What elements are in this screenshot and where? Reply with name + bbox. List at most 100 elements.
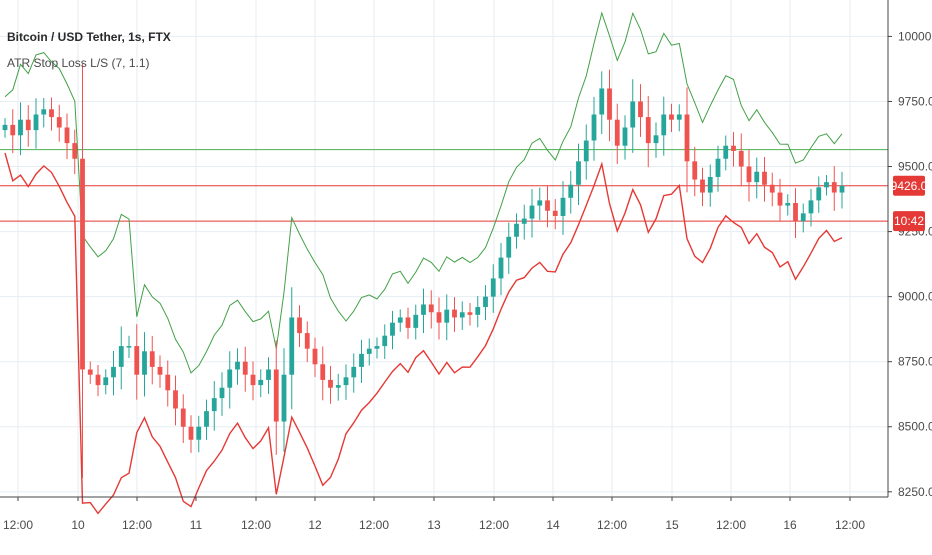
- candle-body-82: [638, 101, 643, 118]
- candle-body-56: [436, 312, 442, 323]
- candle-body-43: [335, 385, 341, 388]
- x-tick-label-4: 12:00: [241, 518, 271, 532]
- candle-body-14: [111, 366, 116, 378]
- candle-body-51: [397, 317, 403, 323]
- candle-body-80: [622, 127, 628, 146]
- candle-body-95: [738, 150, 744, 167]
- time-badge: [893, 211, 925, 232]
- candle-body-29: [227, 369, 233, 388]
- horizontal-lines[interactable]: [0, 149, 888, 222]
- candle-body-2: [18, 119, 23, 136]
- candle-body-36: [281, 374, 287, 422]
- candle-body-25: [196, 426, 202, 440]
- x-tick-label-10: 12:00: [597, 518, 627, 532]
- candle-body-96: [746, 166, 752, 183]
- candle-body-21: [165, 374, 171, 391]
- candle-body-28: [219, 387, 225, 399]
- candle-body-86: [669, 114, 674, 120]
- candle-body-106: [824, 182, 829, 188]
- candle-body-87: [676, 114, 682, 120]
- candle-body-59: [459, 312, 465, 318]
- candle-body-0: [2, 124, 8, 131]
- candle-body-34: [266, 369, 271, 380]
- candle-body-15: [118, 346, 124, 367]
- candle-body-3: [25, 119, 31, 131]
- candle-body-6: [49, 109, 54, 118]
- x-tick-label-2: 12:00: [122, 518, 152, 532]
- candle-body-72: [560, 197, 566, 216]
- candle-body-97: [754, 171, 760, 183]
- candle-body-54: [421, 304, 426, 315]
- candle-body-68: [529, 205, 535, 219]
- candle-body-8: [64, 127, 70, 144]
- candle-body-39: [304, 333, 310, 349]
- x-tick-label-7: 13: [427, 518, 441, 532]
- candle-body-35: [273, 369, 279, 422]
- candle-body-11: [87, 369, 93, 375]
- candle-body-66: [514, 223, 519, 237]
- x-tick-label-0: 12:00: [3, 518, 33, 532]
- candle-body-63: [490, 278, 496, 297]
- candle-body-45: [351, 366, 357, 378]
- candle-body-73: [568, 184, 574, 198]
- x-tick-label-3: 11: [190, 518, 203, 532]
- candle-body-94: [731, 145, 736, 151]
- candle-body-16: [126, 346, 132, 348]
- candle-body-74: [576, 161, 581, 185]
- candle-body-88: [684, 114, 690, 162]
- candle-body-37: [289, 317, 295, 375]
- candle-body-64: [498, 257, 504, 279]
- candle-body-9: [72, 143, 78, 159]
- candle-body-81: [630, 101, 636, 128]
- candle-body-62: [483, 296, 488, 308]
- y-tick-label-7: 8250.0: [898, 485, 932, 499]
- y-tick-label-5: 8750.0: [898, 355, 932, 369]
- atr-stop-lines: [4, 11, 843, 515]
- candle-body-53: [413, 314, 419, 328]
- candle-body-17: [134, 346, 140, 375]
- candle-body-1: [10, 124, 16, 136]
- candle-body-40: [312, 348, 318, 365]
- candle-body-7: [56, 117, 62, 128]
- candle-body-49: [382, 335, 388, 347]
- x-tick-label-9: 14: [546, 518, 560, 532]
- candle-body-105: [816, 187, 822, 201]
- y-tick-label-2: 9500.0: [898, 160, 932, 174]
- candle-body-84: [653, 135, 659, 144]
- candle-body-102: [793, 202, 798, 222]
- symbol-title[interactable]: Bitcoin / USD Tether, 1s, FTX: [7, 30, 171, 44]
- candle-body-65: [506, 236, 512, 258]
- x-tick-label-14: 12:00: [835, 518, 865, 532]
- candle-body-91: [707, 176, 713, 193]
- candle-body-46: [359, 353, 364, 367]
- atr-stop-short-line: [4, 11, 843, 374]
- candle-body-103: [800, 213, 806, 222]
- candle-body-75: [583, 140, 589, 162]
- atr-stop-long-line: [4, 152, 843, 515]
- candle-body-41: [320, 364, 326, 380]
- candle-body-101: [785, 202, 791, 206]
- candle-body-55: [428, 304, 434, 313]
- y-tick-label-6: 8500.0: [898, 420, 932, 434]
- candles: [2, 63, 845, 478]
- candle-body-32: [250, 374, 256, 386]
- candle-body-47: [366, 348, 372, 354]
- candle-body-48: [374, 346, 380, 349]
- candle-body-30: [235, 361, 240, 370]
- y-tick-label-4: 9000.0: [898, 290, 932, 304]
- price-badge: [893, 175, 925, 196]
- candle-body-98: [762, 171, 767, 185]
- y-tick-label-0: 10000.0: [898, 29, 932, 43]
- candle-body-108: [839, 185, 845, 193]
- indicator-label[interactable]: ATR Stop Loss L/S (7, 1.1): [7, 56, 150, 70]
- candle-body-58: [452, 309, 457, 318]
- candle-body-79: [614, 119, 620, 146]
- candle-body-52: [405, 317, 411, 328]
- candle-body-19: [149, 351, 155, 367]
- y-tick-label-1: 9750.0: [898, 94, 932, 108]
- candle-body-70: [545, 200, 550, 211]
- price-badges: 9426.0 10:42: [891, 175, 928, 232]
- x-tick-label-13: 16: [783, 518, 797, 532]
